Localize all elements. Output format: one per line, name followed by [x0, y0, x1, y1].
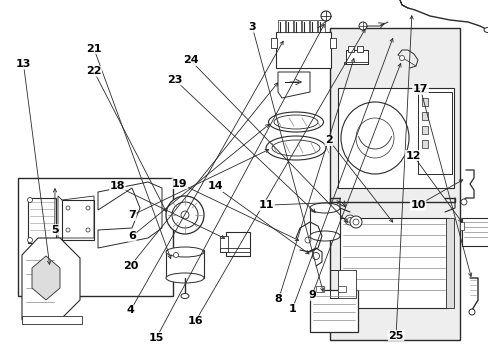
Bar	[28, 198, 56, 243]
Bar	[356, 46, 362, 52]
Ellipse shape	[399, 55, 404, 60]
Text: 19: 19	[172, 179, 187, 189]
Ellipse shape	[320, 11, 330, 21]
Bar	[459, 222, 463, 230]
Ellipse shape	[27, 198, 32, 202]
Text: 6: 6	[128, 231, 136, 241]
Bar	[278, 20, 285, 32]
Ellipse shape	[273, 115, 317, 129]
Bar	[347, 46, 353, 52]
Ellipse shape	[312, 252, 319, 260]
Ellipse shape	[181, 293, 189, 298]
Bar	[317, 20, 325, 32]
Text: 12: 12	[405, 150, 420, 161]
Bar	[309, 20, 316, 32]
Bar	[421, 126, 427, 134]
Bar	[346, 50, 367, 64]
Bar	[329, 28, 459, 340]
Bar	[309, 290, 357, 332]
Bar	[421, 140, 427, 148]
Ellipse shape	[347, 217, 352, 222]
Text: 8: 8	[274, 294, 282, 304]
Ellipse shape	[349, 216, 361, 228]
Text: 7: 7	[128, 210, 136, 220]
Ellipse shape	[165, 196, 203, 234]
Bar	[270, 38, 276, 48]
Ellipse shape	[268, 112, 323, 132]
Bar	[417, 92, 451, 174]
Bar	[461, 218, 488, 246]
Ellipse shape	[305, 237, 310, 243]
Ellipse shape	[265, 136, 325, 160]
Text: 18: 18	[109, 181, 125, 192]
Bar	[421, 98, 427, 106]
Ellipse shape	[86, 228, 90, 232]
Text: 10: 10	[409, 200, 425, 210]
Polygon shape	[22, 238, 80, 320]
Text: 3: 3	[248, 22, 256, 32]
Bar	[337, 286, 346, 292]
Ellipse shape	[165, 273, 203, 283]
Text: 11: 11	[258, 200, 274, 210]
Ellipse shape	[345, 215, 354, 225]
Text: 1: 1	[288, 304, 296, 314]
Bar	[421, 112, 427, 120]
Ellipse shape	[355, 118, 393, 158]
Text: 13: 13	[16, 59, 31, 69]
Bar	[337, 270, 355, 298]
Ellipse shape	[181, 211, 189, 219]
Bar	[302, 20, 308, 32]
Ellipse shape	[309, 203, 339, 213]
Polygon shape	[278, 72, 309, 98]
Ellipse shape	[271, 140, 319, 156]
Polygon shape	[98, 182, 162, 248]
Ellipse shape	[172, 202, 198, 228]
Bar	[293, 20, 301, 32]
Text: 14: 14	[207, 181, 223, 192]
Text: 4: 4	[126, 305, 134, 315]
Bar	[220, 236, 227, 252]
Ellipse shape	[66, 206, 70, 210]
Ellipse shape	[340, 102, 408, 174]
Bar	[445, 218, 453, 308]
Ellipse shape	[358, 22, 366, 30]
Bar	[275, 32, 330, 68]
Bar	[337, 88, 453, 188]
Text: 5: 5	[51, 225, 59, 235]
Bar	[315, 286, 324, 292]
Text: 24: 24	[183, 55, 198, 66]
Text: 9: 9	[307, 290, 315, 300]
Ellipse shape	[483, 27, 488, 32]
Ellipse shape	[352, 219, 358, 225]
Text: 25: 25	[387, 330, 403, 341]
Text: 17: 17	[412, 84, 427, 94]
Polygon shape	[32, 256, 60, 300]
Ellipse shape	[165, 247, 203, 257]
Ellipse shape	[468, 309, 474, 315]
Text: 16: 16	[187, 316, 203, 326]
Text: 2: 2	[325, 135, 332, 145]
Bar	[22, 316, 82, 324]
Text: 22: 22	[86, 66, 102, 76]
Text: 20: 20	[122, 261, 138, 271]
Bar	[225, 232, 249, 256]
Ellipse shape	[66, 228, 70, 232]
Bar	[285, 20, 292, 32]
Ellipse shape	[173, 252, 178, 257]
Ellipse shape	[27, 238, 32, 243]
Ellipse shape	[460, 199, 466, 205]
Bar	[329, 38, 335, 48]
Bar	[309, 208, 339, 236]
Bar	[339, 218, 447, 308]
Bar	[62, 200, 94, 240]
Bar	[18, 178, 173, 296]
Ellipse shape	[309, 231, 339, 241]
Bar	[165, 250, 203, 278]
Text: 15: 15	[148, 333, 164, 343]
Text: 21: 21	[86, 44, 102, 54]
Text: 23: 23	[167, 75, 183, 85]
Ellipse shape	[86, 206, 90, 210]
